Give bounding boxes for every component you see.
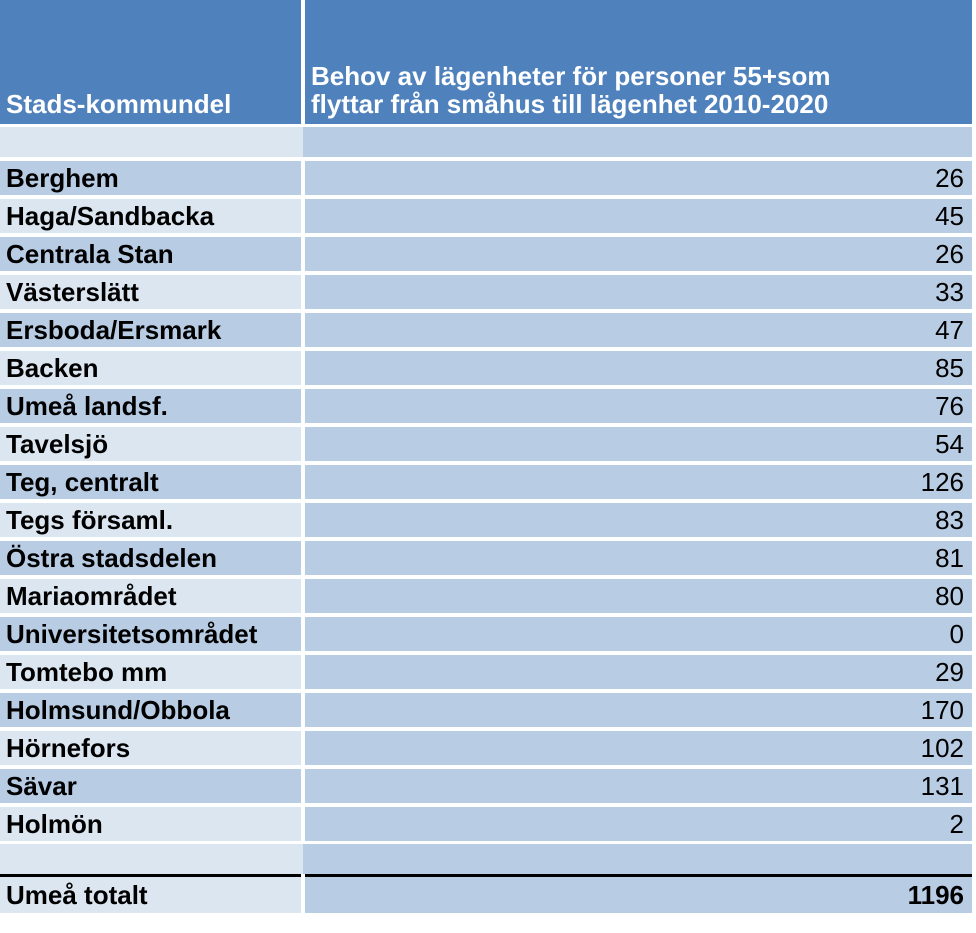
district-name: Backen [0, 347, 305, 387]
total-label: Umeå totalt [0, 874, 305, 913]
district-value: 33 [303, 271, 972, 311]
table-row: Holmsund/Obbola 170 [0, 689, 972, 729]
table-row: Backen 85 [0, 347, 972, 387]
district-name: Tavelsjö [0, 423, 305, 463]
table-row: Haga/Sandbacka 45 [0, 195, 972, 235]
district-name: Västerslätt [0, 271, 305, 311]
header-row: Stads-kommundel Behov av lägenheter för … [0, 0, 972, 126]
district-value: 26 [303, 157, 972, 197]
table-row: Ersboda/Ersmark 47 [0, 309, 972, 349]
district-name: Tegs församl. [0, 499, 305, 539]
district-name: Östra stadsdelen [0, 537, 305, 577]
total-row: Umeå totalt 1196 [0, 874, 972, 913]
district-name: Mariaområdet [0, 575, 305, 615]
spacer-row [0, 841, 972, 876]
table-row: Teg, centralt 126 [0, 461, 972, 501]
district-value: 0 [303, 613, 972, 653]
header-district: Stads-kommundel [0, 0, 305, 126]
district-value: 2 [303, 803, 972, 843]
district-value: 80 [303, 575, 972, 615]
district-value: 81 [303, 537, 972, 577]
table-row: Umeå landsf. 76 [0, 385, 972, 425]
table-row: Tavelsjö 54 [0, 423, 972, 463]
district-value: 85 [303, 347, 972, 387]
district-name: Umeå landsf. [0, 385, 305, 425]
table-row: Mariaområdet 80 [0, 575, 972, 615]
district-name: Haga/Sandbacka [0, 195, 305, 235]
table-row: Hörnefors 102 [0, 727, 972, 767]
table-row: Sävar 131 [0, 765, 972, 805]
table-row: Östra stadsdelen 81 [0, 537, 972, 577]
district-value: 102 [303, 727, 972, 767]
district-name: Sävar [0, 765, 305, 805]
district-name: Berghem [0, 157, 305, 197]
district-value: 29 [303, 651, 972, 691]
district-value: 83 [303, 499, 972, 539]
district-value: 47 [303, 309, 972, 349]
total-value: 1196 [303, 874, 972, 913]
district-name: Holmön [0, 803, 305, 843]
table-row: Holmön 2 [0, 803, 972, 843]
district-name: Holmsund/Obbola [0, 689, 305, 729]
header-need: Behov av lägenheter för personer 55+som … [303, 0, 972, 126]
table-row: Tomtebo mm 29 [0, 651, 972, 691]
table-row: Universitetsområdet 0 [0, 613, 972, 653]
district-value: 76 [303, 385, 972, 425]
district-value: 131 [303, 765, 972, 805]
table-row: Berghem 26 [0, 157, 972, 197]
district-table: Stads-kommundel Behov av lägenheter för … [0, 0, 972, 913]
spacer-row [0, 124, 972, 161]
district-value: 54 [303, 423, 972, 463]
district-name: Universitetsområdet [0, 613, 305, 653]
district-value: 26 [303, 233, 972, 273]
district-name: Ersboda/Ersmark [0, 309, 305, 349]
table-row: Tegs församl. 83 [0, 499, 972, 539]
district-name: Centrala Stan [0, 233, 305, 273]
table-row: Centrala Stan 26 [0, 233, 972, 273]
district-value: 170 [303, 689, 972, 729]
district-name: Hörnefors [0, 727, 305, 767]
table-row: Västerslätt 33 [0, 271, 972, 311]
district-name: Tomtebo mm [0, 651, 305, 691]
district-name: Teg, centralt [0, 461, 305, 501]
district-value: 126 [303, 461, 972, 501]
district-value: 45 [303, 195, 972, 235]
